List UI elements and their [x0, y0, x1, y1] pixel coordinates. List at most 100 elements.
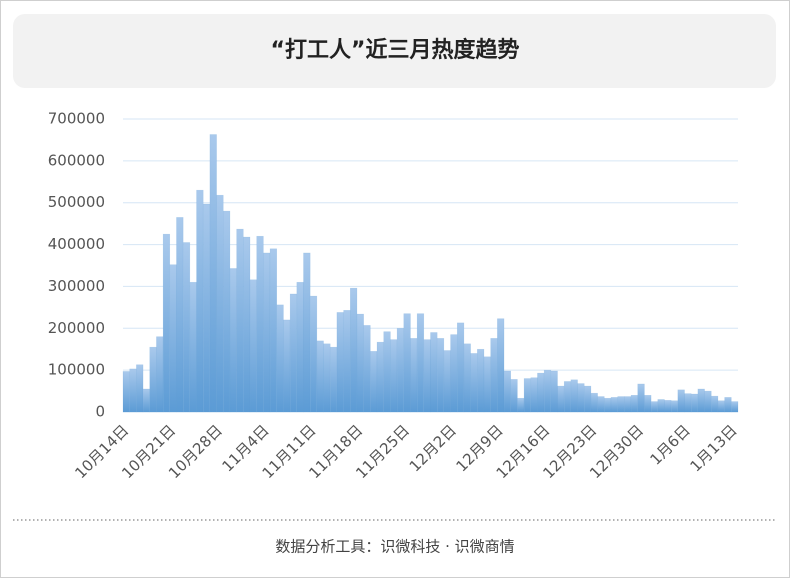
bar	[403, 313, 411, 413]
bar	[684, 393, 692, 413]
bar	[289, 293, 298, 413]
bar	[717, 400, 725, 413]
bar	[416, 313, 425, 413]
bar	[410, 338, 418, 413]
footer: 数据分析工具：识微科技 · 识微商情	[275, 538, 514, 556]
bar	[510, 379, 518, 413]
bar	[269, 248, 277, 413]
bar	[356, 313, 364, 413]
bar	[336, 312, 344, 413]
bar	[303, 252, 311, 413]
bar	[350, 287, 358, 413]
bar	[169, 264, 177, 413]
bar	[724, 397, 732, 413]
y-tick-label: 300000	[48, 277, 105, 295]
bar	[530, 377, 538, 413]
bar	[610, 397, 618, 413]
bar	[670, 400, 679, 413]
bar	[704, 390, 712, 413]
bar	[697, 388, 705, 413]
bar	[436, 338, 445, 413]
bar	[503, 370, 511, 413]
chart-title: “打工人”近三月热度趋势	[271, 37, 520, 63]
bar	[283, 319, 291, 413]
bar	[182, 242, 191, 413]
bar	[630, 395, 638, 413]
y-tick-label: 700000	[48, 110, 105, 128]
bar	[523, 378, 532, 413]
bar	[189, 281, 197, 413]
bar	[296, 281, 304, 413]
y-tick-label: 500000	[48, 193, 105, 211]
bar	[644, 395, 652, 413]
bar	[249, 279, 257, 413]
y-tick-label: 600000	[48, 151, 105, 169]
bar	[142, 388, 150, 413]
y-tick-label: 400000	[48, 235, 105, 253]
bar	[490, 338, 498, 413]
x-tick-label: 12月2日	[406, 421, 460, 475]
x-tick-label: 1月13日	[686, 421, 740, 475]
bar	[430, 332, 438, 413]
bar	[563, 381, 572, 413]
bar	[216, 194, 224, 413]
bar	[584, 385, 592, 413]
bar	[276, 304, 284, 413]
bar	[223, 210, 231, 413]
bar	[256, 235, 264, 413]
bar	[202, 203, 211, 413]
bar	[176, 217, 184, 413]
bar	[396, 328, 405, 413]
bar	[677, 389, 685, 413]
bar	[470, 353, 478, 413]
bar	[604, 397, 612, 413]
bar	[537, 372, 545, 413]
bar	[570, 379, 578, 413]
bar	[637, 383, 645, 413]
bar	[597, 396, 605, 413]
bar	[731, 401, 739, 413]
bar	[456, 322, 465, 413]
bar	[483, 356, 491, 413]
bar	[363, 325, 371, 413]
bar	[129, 368, 137, 413]
bar	[450, 334, 458, 413]
bar	[390, 339, 398, 413]
bar	[517, 397, 525, 413]
bar	[309, 295, 318, 413]
bar	[423, 339, 431, 413]
bar	[316, 340, 324, 413]
bar	[383, 331, 391, 413]
bar	[577, 383, 585, 413]
bar	[122, 371, 130, 413]
bar	[497, 318, 505, 413]
bar	[263, 252, 271, 413]
bar	[711, 395, 719, 413]
bar	[557, 385, 565, 413]
bar	[162, 233, 171, 413]
bar	[196, 189, 204, 413]
bar	[370, 351, 378, 413]
bar	[343, 310, 351, 413]
bar	[329, 346, 338, 413]
bar	[229, 268, 237, 413]
bar	[376, 341, 384, 413]
bar	[243, 236, 251, 413]
title-box	[13, 14, 776, 88]
bar	[617, 396, 625, 413]
bar	[136, 364, 144, 413]
bar	[543, 369, 552, 413]
bar	[149, 346, 157, 413]
y-tick-label: 200000	[48, 319, 105, 337]
bar	[156, 336, 164, 413]
bar	[323, 343, 331, 413]
bar	[664, 400, 672, 413]
bar	[550, 370, 558, 413]
y-tick-label: 100000	[48, 361, 105, 379]
bar	[477, 348, 485, 413]
bar	[624, 396, 632, 413]
bar	[463, 343, 471, 413]
y-tick-label: 0	[95, 403, 105, 421]
